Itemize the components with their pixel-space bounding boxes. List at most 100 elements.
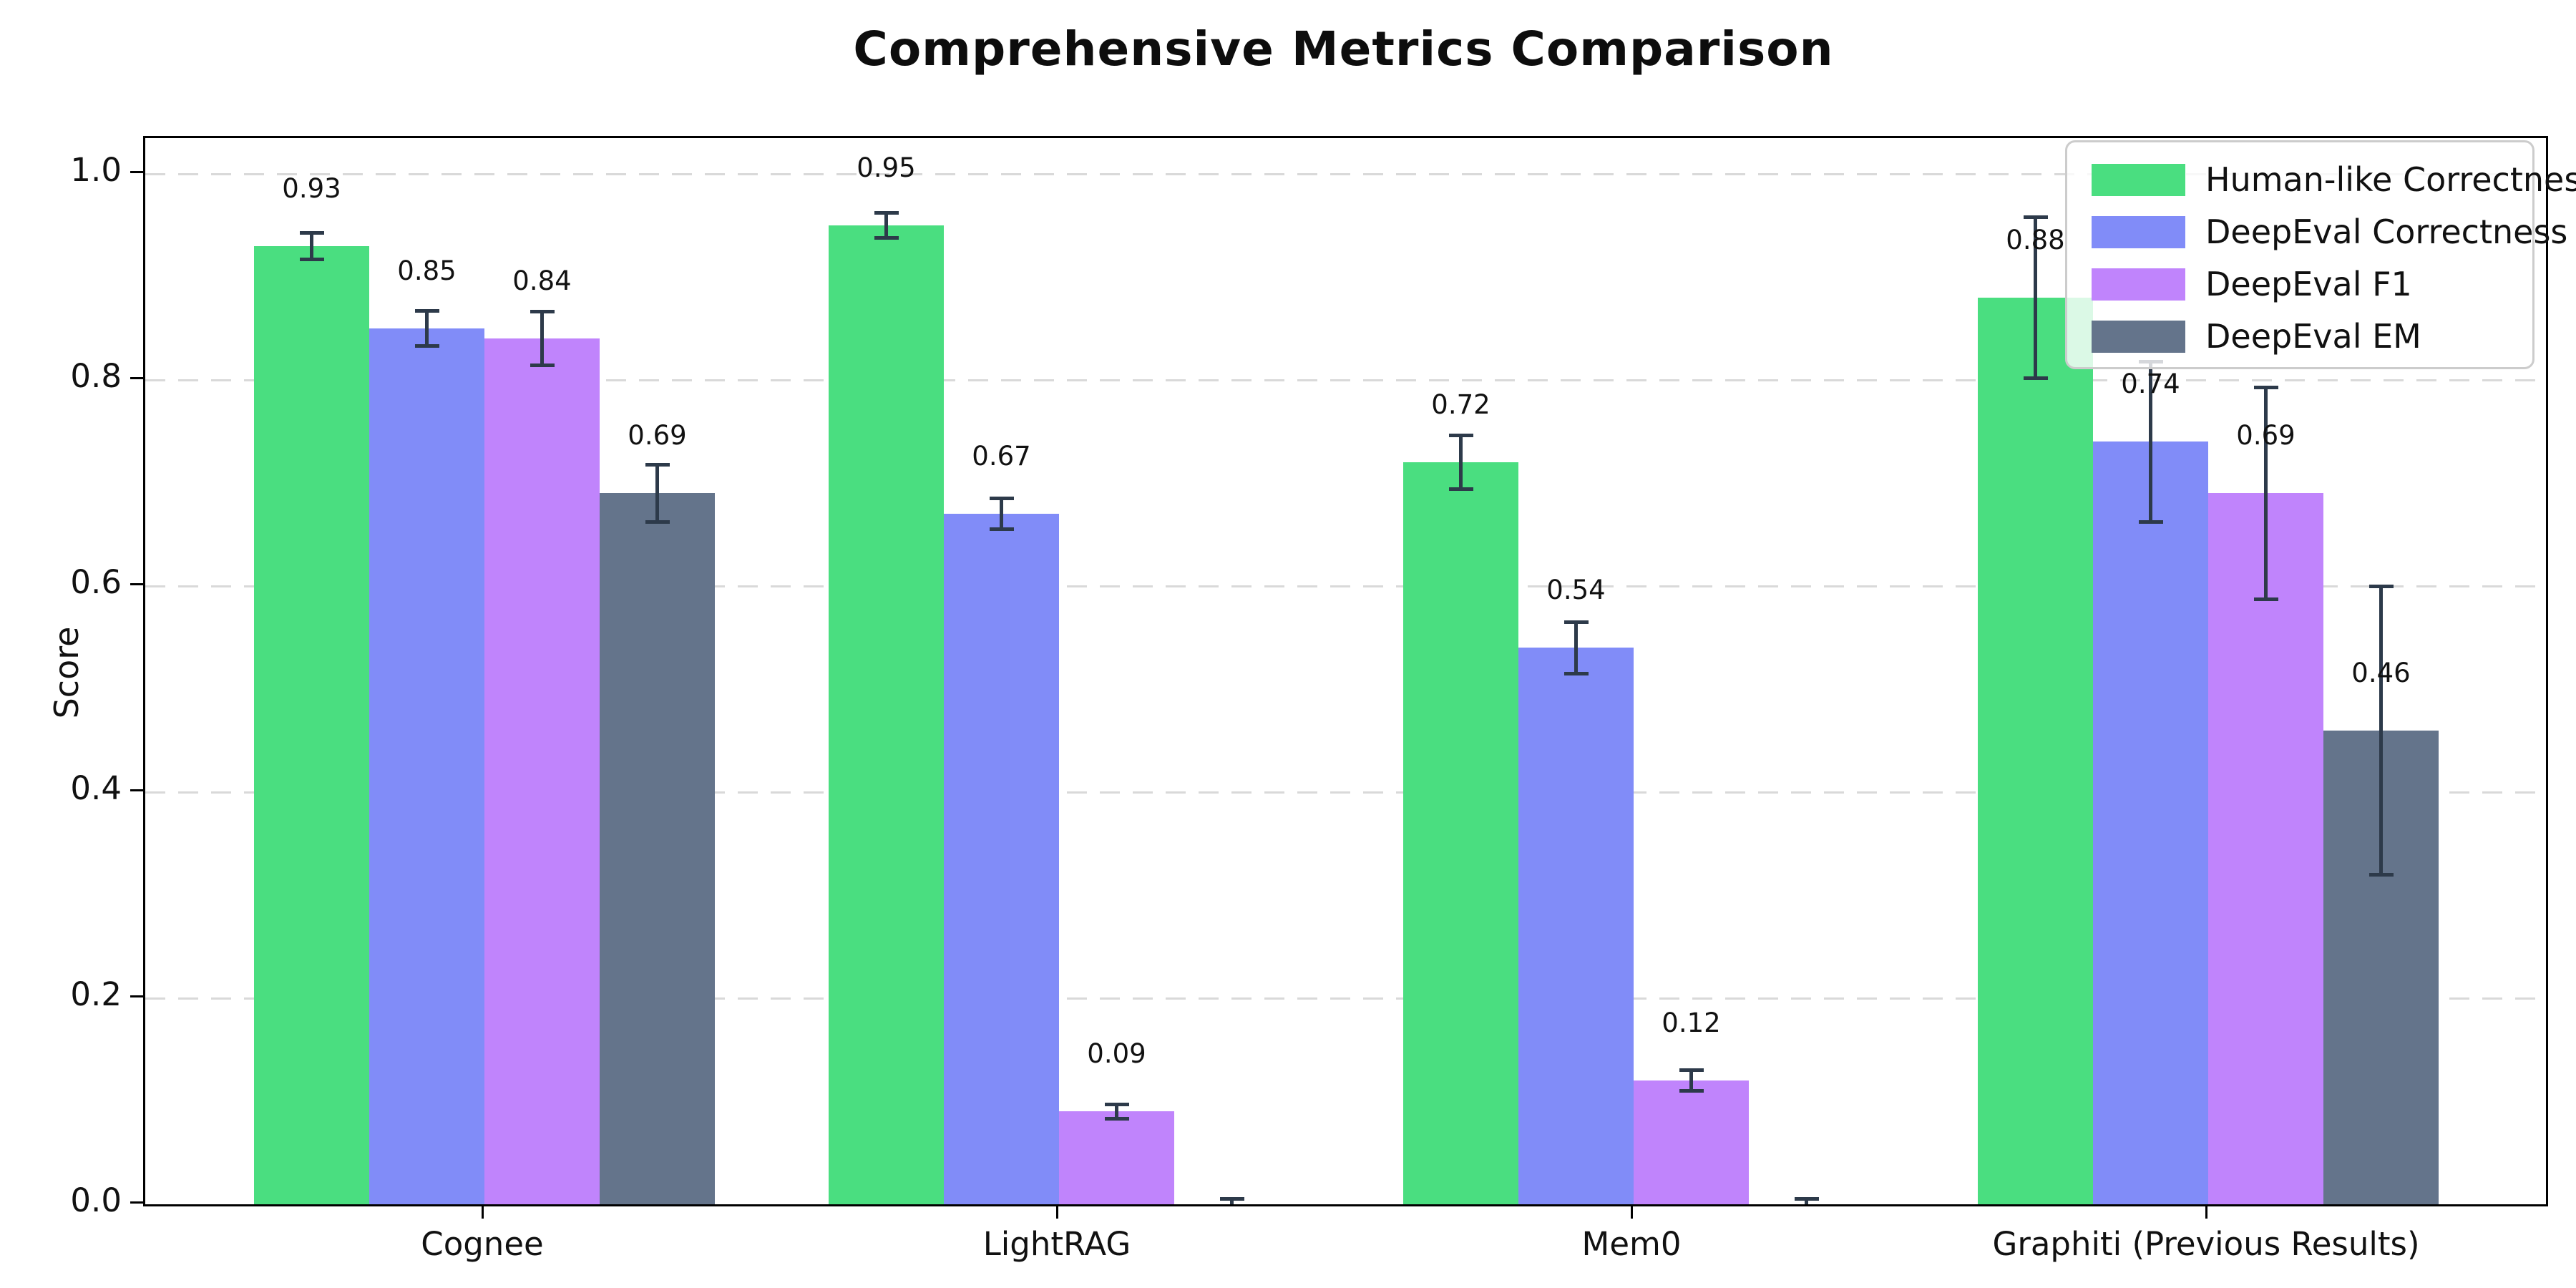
error-bar-cap-bottom bbox=[530, 364, 555, 368]
bar-value-label: 0.69 bbox=[2236, 420, 2296, 452]
legend-item: DeepEval F1 bbox=[2092, 257, 2412, 311]
x-tick-label: Cognee bbox=[421, 1225, 544, 1263]
bar bbox=[2093, 441, 2208, 1204]
error-bar-cap-bottom bbox=[1679, 1089, 1704, 1093]
legend-swatch bbox=[2092, 215, 2185, 248]
bar-value-label: 0.67 bbox=[972, 441, 1031, 472]
legend-item: DeepEval Correctness bbox=[2092, 205, 2567, 259]
bar bbox=[254, 245, 369, 1204]
error-bar-line bbox=[540, 311, 544, 366]
bar bbox=[1518, 648, 1634, 1204]
legend-label: Human-like Correctness bbox=[2205, 160, 2576, 199]
y-axis-tick bbox=[130, 995, 143, 997]
bar bbox=[484, 338, 600, 1204]
gridline bbox=[145, 379, 2546, 381]
legend-swatch bbox=[2092, 268, 2185, 301]
error-bar-line bbox=[1115, 1104, 1118, 1119]
bar bbox=[1978, 297, 2093, 1204]
y-axis-tick bbox=[130, 582, 143, 585]
error-bar-cap-top bbox=[1104, 1102, 1129, 1106]
error-bar-line bbox=[2264, 387, 2268, 600]
bar-value-label: 0.46 bbox=[2351, 657, 2411, 688]
error-bar-line bbox=[310, 233, 313, 260]
bar bbox=[1634, 1080, 1749, 1204]
error-bar-cap-bottom bbox=[874, 235, 899, 240]
y-axis-tick bbox=[130, 789, 143, 791]
error-bar-line bbox=[2149, 361, 2152, 522]
bar-value-label: 0.69 bbox=[628, 420, 687, 452]
legend-label: DeepEval Correctness bbox=[2205, 213, 2568, 251]
error-bar-line bbox=[1574, 622, 1578, 674]
x-axis-tick bbox=[1630, 1204, 1633, 1219]
legend-swatch bbox=[2092, 163, 2185, 196]
bar-value-label: 0.74 bbox=[2121, 369, 2180, 400]
error-bar-cap-bottom bbox=[989, 527, 1014, 532]
error-bar-cap-bottom bbox=[1448, 487, 1473, 492]
error-bar-cap-top bbox=[299, 230, 324, 235]
y-tick-label: 0.4 bbox=[70, 769, 122, 807]
y-tick-label: 0.8 bbox=[70, 357, 122, 395]
error-bar-cap-bottom bbox=[1563, 671, 1589, 675]
error-bar-cap-top bbox=[1219, 1197, 1244, 1201]
error-bar-line bbox=[1805, 1199, 1808, 1204]
bar-value-label: 0.12 bbox=[1662, 1008, 1721, 1039]
bar bbox=[1403, 462, 1518, 1204]
bar-value-label: 0.09 bbox=[1087, 1038, 1146, 1070]
x-axis-tick bbox=[481, 1204, 484, 1219]
x-tick-label: Graphiti (Previous Results) bbox=[1992, 1225, 2420, 1263]
bar-value-label: 0.95 bbox=[857, 152, 916, 183]
error-bar-cap-top bbox=[989, 497, 1014, 501]
bar-value-label: 0.93 bbox=[282, 172, 341, 204]
y-tick-label: 1.0 bbox=[70, 151, 122, 189]
legend-label: DeepEval EM bbox=[2205, 317, 2421, 356]
error-bar-line bbox=[1689, 1070, 1693, 1091]
legend-item: DeepEval EM bbox=[2092, 309, 2421, 364]
error-bar-cap-top bbox=[414, 309, 439, 313]
error-bar-cap-bottom bbox=[645, 520, 670, 525]
bar-value-label: 0.88 bbox=[2006, 224, 2065, 255]
gridline bbox=[145, 172, 2546, 175]
y-axis-label: Score bbox=[47, 626, 86, 719]
error-bar-cap-bottom bbox=[414, 343, 439, 348]
bar-value-label: 0.54 bbox=[1546, 575, 1606, 606]
gridline bbox=[145, 997, 2546, 1000]
y-tick-label: 0.6 bbox=[70, 563, 122, 601]
error-bar-cap-top bbox=[1679, 1068, 1704, 1073]
error-bar-cap-top bbox=[1563, 620, 1589, 624]
chart-title: Comprehensive Metrics Comparison bbox=[853, 21, 1834, 77]
x-tick-label: LightRAG bbox=[982, 1225, 1131, 1263]
error-bar-cap-top bbox=[530, 310, 555, 314]
y-tick-label: 0.0 bbox=[70, 1181, 122, 1219]
bar-value-label: 0.72 bbox=[1431, 389, 1491, 421]
error-bar-cap-top bbox=[2368, 584, 2394, 588]
error-bar-cap-top bbox=[645, 462, 670, 467]
error-bar-line bbox=[2034, 217, 2037, 379]
y-axis-tick bbox=[130, 376, 143, 379]
x-tick-label: Mem0 bbox=[1581, 1225, 1682, 1263]
error-bar-line bbox=[1230, 1199, 1234, 1204]
gridline bbox=[145, 585, 2546, 587]
y-axis-tick bbox=[130, 170, 143, 173]
error-bar-cap-top bbox=[1448, 434, 1473, 438]
legend-swatch bbox=[2092, 320, 2185, 353]
bar bbox=[369, 328, 484, 1204]
error-bar-line bbox=[1000, 498, 1003, 530]
bar-value-label: 0.84 bbox=[512, 265, 572, 297]
error-bar-line bbox=[884, 213, 888, 238]
error-bar-cap-bottom bbox=[1104, 1116, 1129, 1121]
y-axis-tick bbox=[130, 1201, 143, 1204]
bar bbox=[2208, 493, 2323, 1204]
legend: Human-like Correctness DeepEval Correctne… bbox=[2065, 140, 2576, 369]
error-bar-line bbox=[655, 464, 659, 522]
bar bbox=[944, 514, 1059, 1204]
error-bar-cap-bottom bbox=[2138, 520, 2163, 525]
y-tick-label: 0.2 bbox=[70, 975, 122, 1013]
legend-label: DeepEval F1 bbox=[2205, 265, 2412, 303]
x-axis-tick bbox=[1055, 1204, 1058, 1219]
error-bar-cap-bottom bbox=[2023, 376, 2048, 380]
error-bar-line bbox=[1459, 435, 1463, 489]
bar-value-label: 0.85 bbox=[397, 255, 457, 286]
x-axis-tick bbox=[2205, 1204, 2207, 1219]
bar bbox=[600, 493, 715, 1204]
